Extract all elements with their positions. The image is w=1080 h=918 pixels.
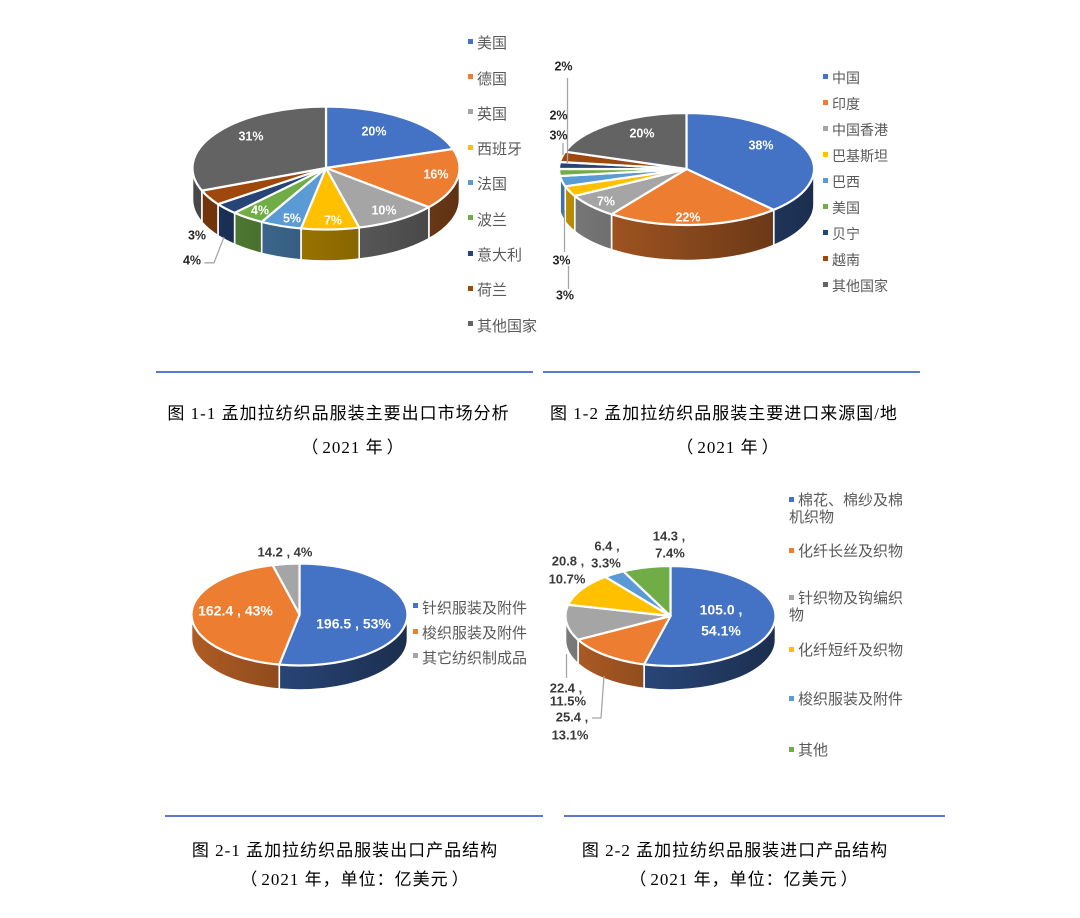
svg-text:5%: 5% [283,211,301,225]
svg-text:10.7%: 10.7% [549,571,586,586]
svg-text:2%: 2% [554,59,572,73]
svg-text:3%: 3% [549,128,567,142]
svg-text:11.5%: 11.5% [550,693,587,708]
svg-text:20%: 20% [361,124,386,138]
svg-text:162.4 , 43%: 162.4 , 43% [198,603,273,619]
svg-text:14.2 , 4%: 14.2 , 4% [258,544,313,559]
svg-text:3%: 3% [552,253,570,267]
svg-text:7.4%: 7.4% [655,545,685,560]
svg-text:7%: 7% [597,194,615,208]
svg-text:3.3%: 3.3% [591,555,621,570]
svg-text:54.1%: 54.1% [701,623,741,639]
svg-text:38%: 38% [748,138,773,152]
svg-text:105.0 ,: 105.0 , [700,602,743,618]
svg-text:3%: 3% [556,288,574,302]
svg-text:31%: 31% [238,129,263,143]
svg-text:196.5 , 53%: 196.5 , 53% [316,616,391,632]
svg-text:2%: 2% [549,108,567,122]
svg-text:6.4 ,: 6.4 , [594,538,619,553]
svg-text:22%: 22% [675,210,700,224]
svg-text:10%: 10% [371,203,396,217]
svg-text:20%: 20% [629,126,654,140]
svg-text:20.8 ,: 20.8 , [552,553,585,568]
svg-text:3%: 3% [188,228,206,242]
svg-text:25.4 ,: 25.4 , [556,709,589,724]
svg-text:4%: 4% [183,253,201,267]
svg-text:14.3 ,: 14.3 , [653,528,686,543]
svg-text:16%: 16% [423,167,448,181]
svg-text:4%: 4% [251,203,269,217]
svg-text:7%: 7% [324,213,342,227]
svg-text:22.4 ,: 22.4 , [550,680,583,695]
svg-text:13.1%: 13.1% [552,727,589,742]
